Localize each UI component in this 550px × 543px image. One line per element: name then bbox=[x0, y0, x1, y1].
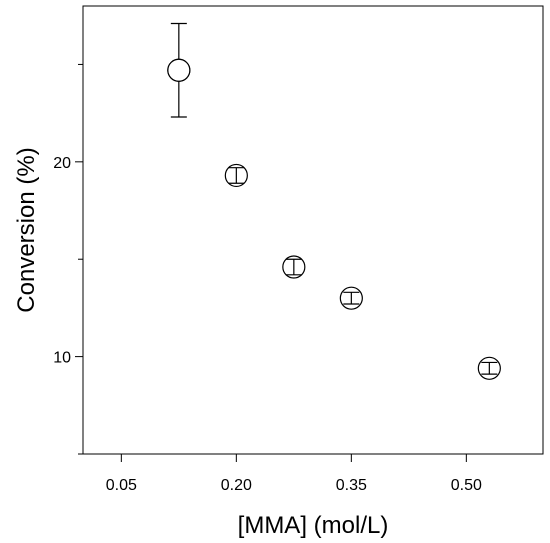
plot-border bbox=[82, 5, 544, 455]
axis-ticks: 0.05 0.20 0.35 0.50 10 20 bbox=[53, 63, 482, 494]
y-tick-label: 10 bbox=[53, 350, 71, 367]
y-axis-title: Conversion (%) bbox=[13, 147, 40, 312]
x-axis-title: [MMA] (mol/L) bbox=[238, 512, 389, 539]
data-point bbox=[167, 22, 191, 118]
x-tick-label: 0.20 bbox=[221, 477, 252, 494]
x-tick-label: 0.05 bbox=[106, 477, 137, 494]
y-tick-label: 20 bbox=[53, 155, 71, 172]
x-tick-label: 0.50 bbox=[451, 477, 482, 494]
data-point bbox=[339, 286, 363, 310]
data-point bbox=[477, 356, 501, 380]
x-tick-label: 0.35 bbox=[336, 477, 367, 494]
point-marker-front bbox=[167, 58, 191, 82]
plot-frame bbox=[82, 5, 544, 455]
data-point bbox=[282, 255, 306, 279]
data-points bbox=[167, 22, 501, 380]
data-point bbox=[224, 163, 248, 188]
